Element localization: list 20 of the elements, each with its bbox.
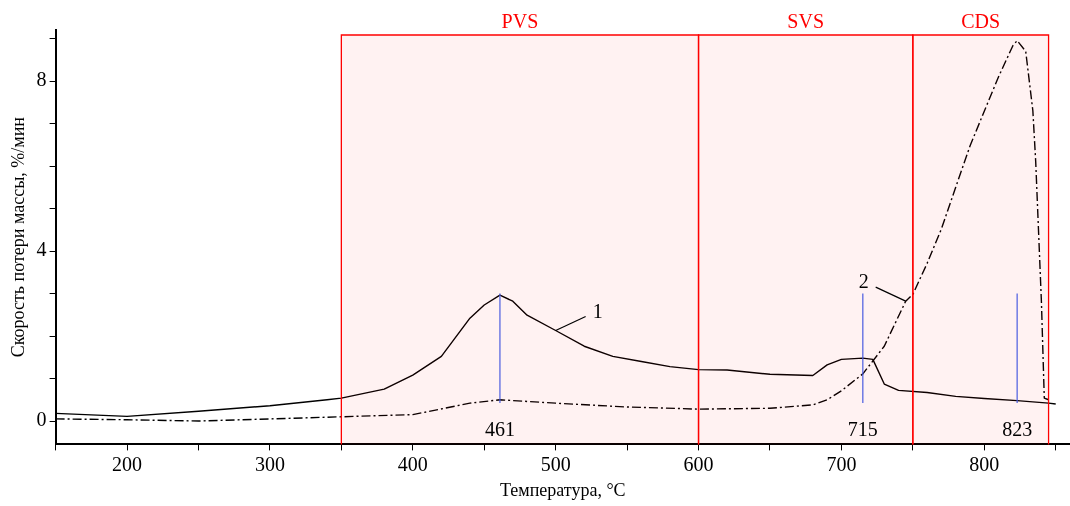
y-tick-label: 8 (36, 68, 47, 91)
x-tick-label: 200 (112, 452, 143, 475)
band-label: PVS (501, 10, 539, 33)
y-tick-label: 4 (36, 238, 47, 261)
band-label: SVS (787, 10, 825, 33)
x-tick-label: 500 (540, 452, 571, 475)
x-axis-title: Температура, °C (499, 479, 626, 500)
x-tick-label: 800 (969, 452, 1000, 475)
annotation: 2 (858, 270, 869, 293)
y-axis-title: Скорость потери массы, %/мин (7, 116, 28, 358)
x-tick-label: 600 (683, 452, 714, 475)
ref-line-label: 823 (1002, 417, 1033, 440)
band-label: CDS (961, 10, 1001, 33)
ref-line-label: 461 (484, 417, 515, 440)
x-tick-label: 700 (826, 452, 857, 475)
x-tick-label: 400 (397, 452, 428, 475)
ref-line-label: 715 (847, 417, 878, 440)
y-tick-label: 0 (36, 408, 47, 431)
annotation: 1 (592, 299, 603, 322)
x-tick-label: 300 (254, 452, 285, 475)
